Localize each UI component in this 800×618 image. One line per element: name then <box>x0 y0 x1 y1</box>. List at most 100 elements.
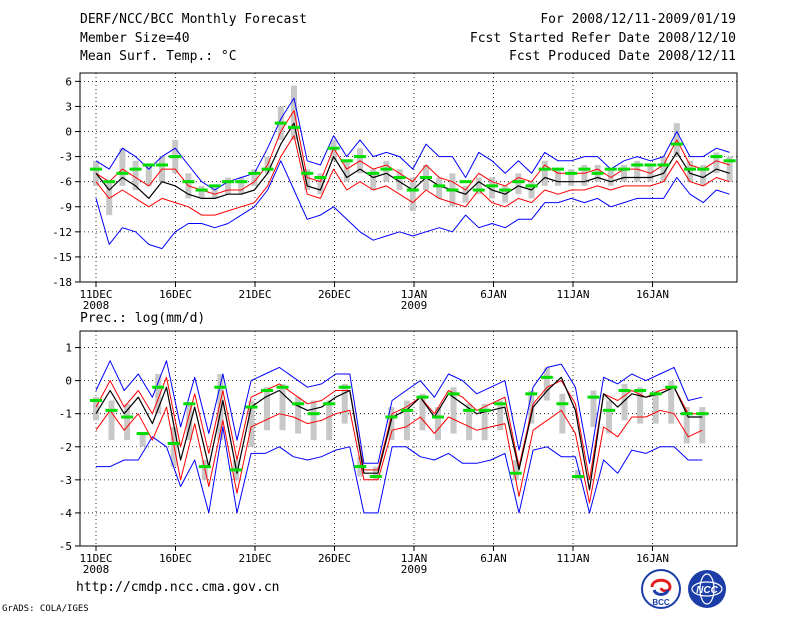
p2-ytick-label: 1 <box>65 342 72 355</box>
p2-marker <box>509 471 522 475</box>
p2-spread-box <box>497 400 504 431</box>
p1-spread-box <box>475 177 482 195</box>
p1-spread-box <box>396 169 403 191</box>
p2-ytick-label: -5 <box>59 540 72 553</box>
p1-marker <box>525 184 538 188</box>
p1-spread-box <box>304 169 311 191</box>
p1-marker <box>314 176 327 179</box>
p2-spread-box <box>264 387 271 431</box>
p2-spread-box <box>139 433 146 447</box>
p1-marker <box>420 176 432 179</box>
p2-xtick-label: 11DEC <box>79 552 112 565</box>
p1-spread-box <box>621 164 627 182</box>
p1-spread-box <box>541 160 548 186</box>
p2-xtick-sublabel: 2009 <box>401 563 428 576</box>
p1-spread-box <box>330 139 337 161</box>
p1-marker <box>618 167 630 171</box>
p2-marker <box>463 408 476 412</box>
p1-spread-box <box>370 169 377 191</box>
p1-spread-box <box>238 177 245 195</box>
p2-spread-box <box>186 403 193 441</box>
p2-marker <box>369 475 382 479</box>
p1-marker <box>274 121 287 125</box>
p1-marker <box>169 155 182 159</box>
p1-marker <box>393 176 406 179</box>
p2-lower-line <box>95 406 703 504</box>
p1-ytick-label: 3 <box>65 100 72 113</box>
p2-marker <box>587 395 600 399</box>
p2-marker <box>152 385 165 389</box>
p2-marker <box>338 385 351 389</box>
p2-marker <box>307 412 320 416</box>
p2-spread-box <box>559 393 566 434</box>
forecast-range: For 2008/12/11-2009/01/19 <box>540 12 736 27</box>
p1-xtick-sublabel: 2008 <box>83 299 110 312</box>
p1-marker <box>208 184 221 188</box>
p1-ytick-label: -12 <box>52 226 72 239</box>
p2-marker <box>618 389 631 393</box>
p1-xtick-sublabel: 2009 <box>401 299 428 312</box>
p1-spread-box <box>132 160 139 191</box>
p2-spread-box <box>668 380 675 424</box>
p1-xtick-label: 16DEC <box>159 288 192 301</box>
p1-xtick-label: 21DEC <box>238 288 271 301</box>
p1-marker <box>406 188 419 192</box>
p1-spread-box <box>713 152 720 174</box>
p2-spread-box <box>435 407 442 441</box>
p2-marker <box>649 392 662 396</box>
p1-spread-box <box>581 164 588 186</box>
p2-spread-box <box>699 407 706 444</box>
p1-marker <box>288 125 300 129</box>
p1-marker <box>142 163 155 167</box>
p2-marker <box>323 402 336 406</box>
grads-credit: GrADS: COLA/IGES <box>2 604 89 614</box>
member-size: Member Size=40 <box>80 31 190 46</box>
p2-marker <box>416 395 429 399</box>
p2-spread-box <box>652 390 659 424</box>
p2-marker <box>540 375 553 379</box>
p1-spread-box <box>211 185 218 199</box>
p1-frame <box>79 72 738 283</box>
p2-spread-box <box>621 383 628 421</box>
p2-spread-box <box>590 390 597 427</box>
p1-marker <box>327 146 340 150</box>
p2-marker <box>105 408 118 412</box>
p1-xtick-label: 6JAN <box>480 288 507 301</box>
p2-mean-line <box>95 376 703 491</box>
p1-marker <box>340 159 353 163</box>
p2-xtick-label: 21DEC <box>238 552 271 565</box>
p2-marker <box>478 408 491 412</box>
p1-marker <box>723 159 736 163</box>
p1-marker <box>710 155 723 159</box>
p2-spread-box <box>450 387 457 434</box>
p1-min-line <box>95 160 730 250</box>
p2-marker <box>556 402 569 406</box>
p1-marker <box>90 167 102 171</box>
p2-spread-box <box>248 400 255 447</box>
p2-spread-box <box>93 397 99 421</box>
p1-spread-box <box>251 169 258 186</box>
source-url[interactable]: http://cmdp.ncc.cma.gov.cn <box>76 580 280 595</box>
p1-spread-box <box>343 160 350 182</box>
p1-marker <box>591 171 604 175</box>
p1-spread-box <box>383 160 390 182</box>
p1-spread-box <box>436 177 443 199</box>
p1-spread-box <box>515 173 522 195</box>
p2-xtick-label: 1JAN <box>401 552 428 565</box>
p1-marker <box>129 167 142 171</box>
p2-marker <box>261 389 274 393</box>
p2-marker <box>571 475 584 479</box>
p1-marker <box>380 167 393 171</box>
p2-xtick-label: 16JAN <box>636 552 669 565</box>
p1-marker <box>301 171 314 175</box>
p2-spread-box <box>217 374 224 441</box>
p1-spread-box <box>225 177 231 195</box>
p2-spread-box <box>528 390 535 424</box>
p1-spread-box <box>119 148 126 186</box>
p1-marker <box>116 171 129 175</box>
p2-spread-box <box>326 400 333 441</box>
p1-spread-box <box>409 177 416 211</box>
p2-spread-box <box>310 400 317 441</box>
p1-ytick-label: -6 <box>59 176 72 189</box>
